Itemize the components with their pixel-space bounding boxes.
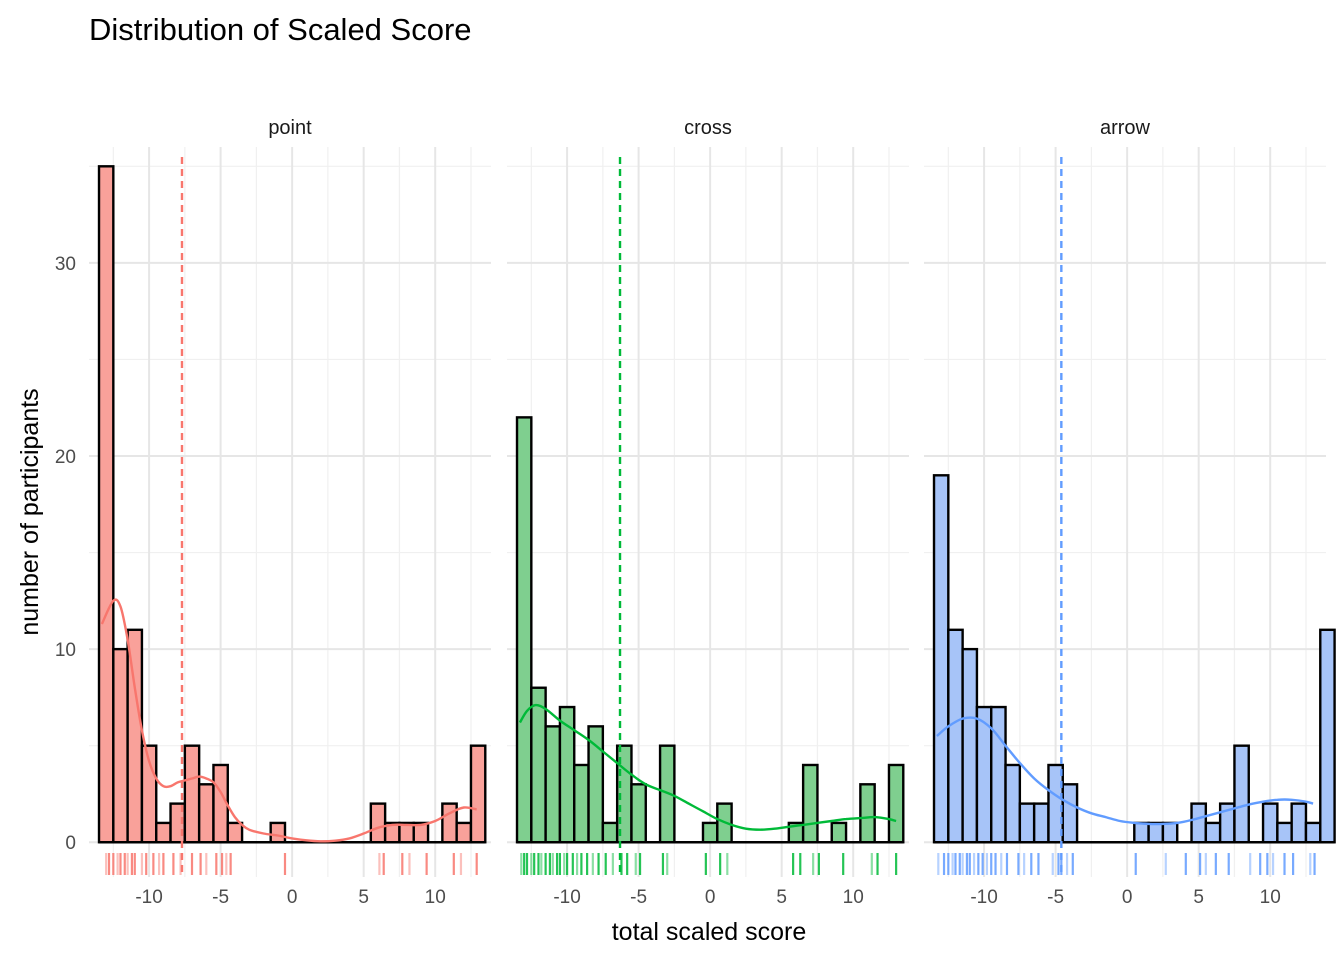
histogram-bar — [269, 821, 287, 844]
x-tick-label: 10 — [425, 887, 446, 908]
histogram-bar — [1290, 802, 1308, 844]
x-tick-label: -5 — [212, 887, 229, 908]
histogram-bar — [126, 628, 144, 844]
x-tick-label: -5 — [630, 887, 647, 908]
x-tick-label: 5 — [1193, 887, 1204, 908]
histogram-bar — [1147, 821, 1165, 844]
histogram-bar — [1133, 821, 1150, 844]
histogram-bar — [573, 763, 590, 844]
panel-strip-label: point — [268, 117, 312, 139]
histogram-bar — [630, 783, 647, 844]
histogram-bar — [1204, 821, 1222, 844]
histogram-bar — [1261, 802, 1279, 844]
density-curve — [100, 598, 477, 843]
y-axis-title: number of participants — [16, 388, 44, 635]
histogram-bar — [97, 165, 115, 844]
panel-cross: cross -10 -5 0 5 10 — [507, 117, 909, 908]
histogram-bar — [558, 705, 576, 844]
x-tick-label: -10 — [135, 887, 162, 908]
chart-title: Distribution of Scaled Score — [89, 12, 472, 47]
panel-strip-label: arrow — [1100, 117, 1151, 139]
histogram-bar — [1319, 628, 1336, 844]
histogram-bar — [1061, 783, 1079, 844]
histogram-bar — [1304, 821, 1322, 844]
histogram-bar — [1233, 744, 1250, 844]
y-tick-label: 0 — [65, 833, 76, 854]
panel-strip-label: cross — [684, 117, 732, 139]
x-tick-label: 0 — [1122, 887, 1133, 908]
x-tick-label: -10 — [553, 887, 580, 908]
x-tick-label: -5 — [1047, 887, 1064, 908]
histogram-bar — [932, 474, 950, 844]
y-tick-label: 30 — [55, 254, 76, 275]
x-tick-label: -10 — [970, 887, 997, 908]
x-tick-label: 10 — [1260, 887, 1281, 908]
histogram-bar — [701, 821, 719, 844]
x-tick-label: 0 — [705, 887, 716, 908]
x-tick-label: 0 — [287, 887, 298, 908]
histogram-bar — [544, 725, 562, 844]
histogram-bar — [226, 821, 244, 844]
panel-arrow: arrow -10 -5 0 5 10 — [924, 117, 1336, 908]
histogram-bar — [1004, 763, 1022, 844]
histogram-bar — [197, 783, 215, 844]
histogram-bar — [830, 821, 848, 844]
histogram-bar — [587, 725, 605, 844]
x-axis-title: total scaled score — [612, 918, 807, 946]
histogram-bar — [1018, 802, 1036, 844]
histogram-bar — [887, 763, 905, 844]
x-tick-label: 10 — [843, 887, 864, 908]
histogram-bar — [601, 821, 619, 844]
histogram-bar — [1190, 802, 1208, 844]
histogram-bar — [990, 705, 1007, 844]
histogram-bar — [801, 763, 819, 844]
histogram-bar — [441, 802, 458, 844]
x-tick-label: 5 — [776, 887, 787, 908]
histogram-bar — [183, 744, 201, 844]
histogram-bar — [961, 647, 979, 844]
histogram-bar — [155, 821, 172, 844]
panel-point: point -10 -5 0 5 10 0 10 20 30 — [55, 117, 491, 908]
density-curve — [518, 703, 897, 831]
histogram-bar — [1032, 802, 1050, 844]
histogram-bar — [1276, 821, 1293, 844]
histogram-bar — [455, 821, 473, 844]
histogram-bar — [515, 416, 533, 844]
histogram-bar — [530, 686, 547, 844]
histogram-bar — [859, 783, 876, 844]
y-tick-label: 20 — [55, 447, 76, 468]
histogram-bar — [947, 628, 964, 844]
y-tick-label: 10 — [55, 640, 76, 661]
density-curve — [936, 716, 1314, 826]
histogram-bar — [469, 744, 487, 844]
x-tick-label: 5 — [358, 887, 369, 908]
histogram-bar — [369, 802, 387, 844]
histogram-bar — [112, 647, 129, 844]
histogram-bar — [1161, 821, 1179, 844]
